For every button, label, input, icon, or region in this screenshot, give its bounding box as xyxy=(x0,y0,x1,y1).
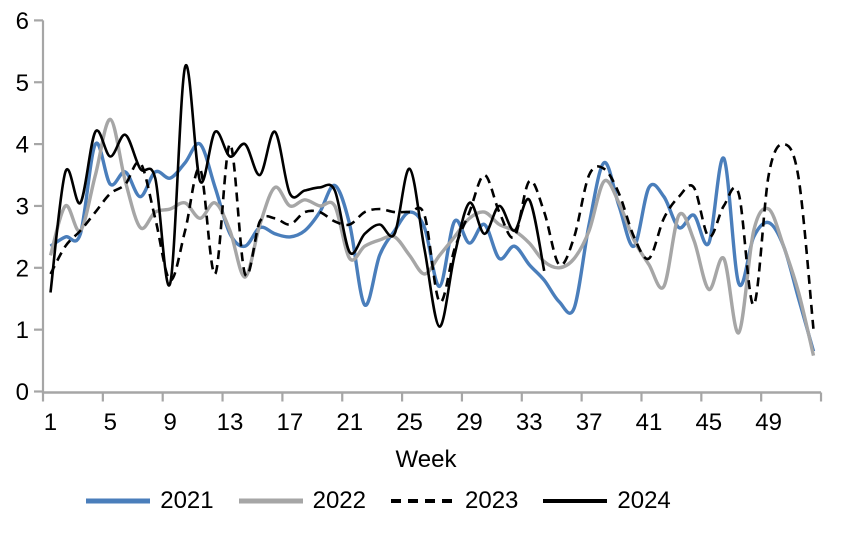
x-tick-label: 45 xyxy=(695,409,722,436)
legend-item-2021: 2021 xyxy=(85,487,214,515)
series-line-2022 xyxy=(48,117,816,356)
legend-label-2023: 2023 xyxy=(465,487,519,514)
legend-swatch-2023-icon xyxy=(391,499,455,503)
x-tick-label: 25 xyxy=(396,409,423,436)
legend: 2021 2022 2023 2024 xyxy=(0,487,852,515)
x-tick-label: 41 xyxy=(636,409,663,436)
x-tick-label: 13 xyxy=(217,409,244,436)
x-tick-label: 49 xyxy=(755,409,782,436)
y-tick-label: 2 xyxy=(16,255,29,282)
y-tick-label: 4 xyxy=(16,132,29,159)
x-tick-label: 33 xyxy=(516,409,543,436)
legend-label-2022: 2022 xyxy=(312,487,366,514)
series-line-2021 xyxy=(49,141,816,352)
y-tick-label: 6 xyxy=(16,8,29,35)
legend-swatch-2022-icon xyxy=(238,498,303,504)
x-tick-label: 5 xyxy=(104,409,117,436)
y-tick-label: 1 xyxy=(16,317,29,344)
x-tick-label: 21 xyxy=(336,409,363,436)
legend-item-2024: 2024 xyxy=(542,487,671,515)
legend-swatch-2021-icon xyxy=(86,498,151,504)
legend-label-2021: 2021 xyxy=(160,487,214,514)
legend-label-2024: 2024 xyxy=(617,487,671,514)
series-line-2023 xyxy=(49,142,815,330)
x-tick-label: 1 xyxy=(44,409,57,436)
x-axis-title: Week xyxy=(395,446,457,473)
x-tick-label: 37 xyxy=(576,409,603,436)
y-tick-label: 5 xyxy=(16,70,29,97)
y-tick-label: 0 xyxy=(16,379,29,406)
legend-item-2022: 2022 xyxy=(238,487,366,515)
legend-item-2023: 2023 xyxy=(390,487,518,515)
y-tick-label: 3 xyxy=(16,193,29,220)
x-tick-label: 9 xyxy=(163,409,176,436)
legend-swatch-2024-icon xyxy=(543,499,608,503)
x-tick-label: 17 xyxy=(277,409,304,436)
series-line-2024 xyxy=(49,63,546,328)
x-tick-label: 29 xyxy=(456,409,483,436)
